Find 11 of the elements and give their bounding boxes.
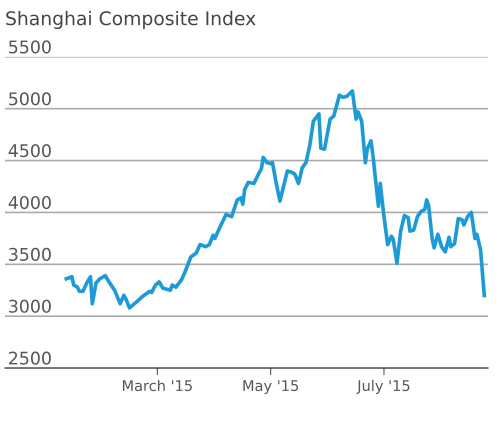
y-tick-label: 3000 [9,300,51,313]
x-tick-label: March '15 [122,380,192,392]
x-tick-label: May '15 [243,380,298,394]
y-tick-label: 5000 [9,92,51,106]
y-tick-label: 4500 [8,144,51,158]
y-tick-label: 5500 [9,40,51,54]
y-tick-label: 2500 [9,352,51,365]
chart-title: Shanghai Composite Index [6,10,256,29]
y-tick-label: 3500 [9,248,51,261]
y-tick-label: 4000 [8,196,51,210]
x-tick-label: July '15 [356,380,410,394]
